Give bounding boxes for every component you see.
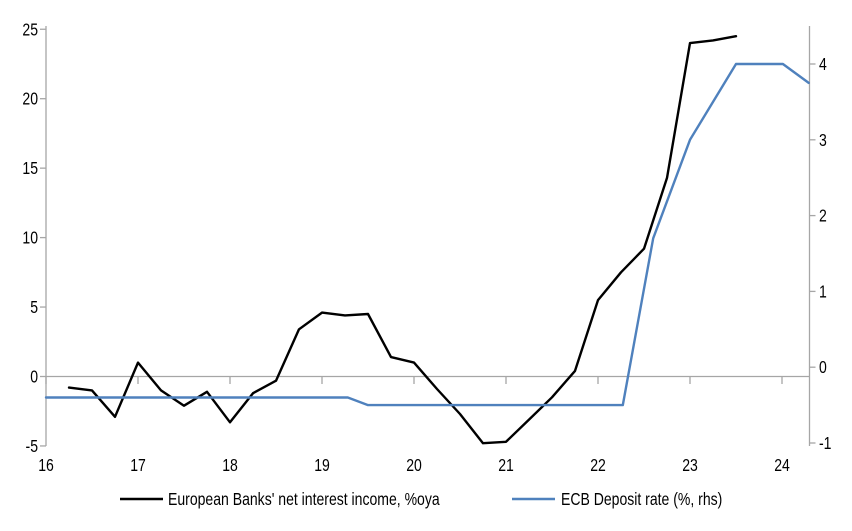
legend-label-nii: European Banks' net interest income, %oy… xyxy=(168,489,440,509)
y-right-tick-label: -1 xyxy=(819,433,831,453)
y-left-tick-label: 10 xyxy=(22,228,38,248)
y-left-tick-label: 0 xyxy=(30,367,38,387)
x-axis-tick-label: 17 xyxy=(130,455,146,475)
legend-label-deposit-rate: ECB Deposit rate (%, rhs) xyxy=(561,489,722,509)
y-left-tick-label: 5 xyxy=(30,297,38,317)
axes-layer xyxy=(40,26,816,447)
x-axis-tick-label: 19 xyxy=(314,455,330,475)
y-left-tick-label: 20 xyxy=(22,89,38,109)
x-axis-tick-label: 20 xyxy=(406,455,422,475)
x-axis-tick-label: 18 xyxy=(222,455,238,475)
y-right-tick-label: 2 xyxy=(819,206,827,226)
y-right-tick-label: 0 xyxy=(819,358,827,378)
x-axis-tick-label: 16 xyxy=(38,455,54,475)
y-left-tick-label: 25 xyxy=(22,20,38,40)
x-axis-tick-label: 22 xyxy=(590,455,606,475)
x-axis-tick-label: 24 xyxy=(774,455,790,475)
y-right-tick-label: 4 xyxy=(819,54,827,74)
series-line-european-banks-nii xyxy=(67,35,738,445)
y-right-tick-label: 1 xyxy=(819,282,827,302)
y-left-tick-label: -5 xyxy=(26,436,38,456)
legend: European Banks' net interest income, %oy… xyxy=(120,489,722,509)
series-line-ecb-deposit-rate xyxy=(44,62,810,407)
x-axis-tick-label: 23 xyxy=(682,455,698,475)
y-right-tick-label: 3 xyxy=(819,130,827,150)
x-axis-tick-label: 21 xyxy=(498,455,514,475)
y-left-tick-label: 15 xyxy=(22,159,38,179)
series-layer xyxy=(44,35,810,445)
